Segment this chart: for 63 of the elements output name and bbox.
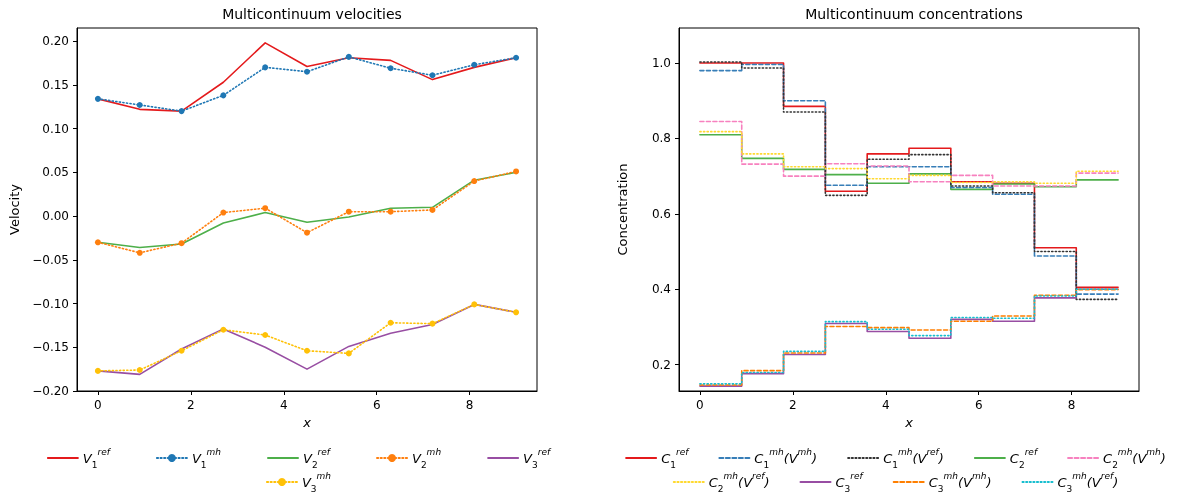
point xyxy=(94,95,101,102)
point xyxy=(387,319,394,326)
y-tick-label: 0.20 xyxy=(42,34,69,49)
point xyxy=(94,239,101,246)
y-tick-label: 0.2 xyxy=(651,357,671,372)
point xyxy=(387,65,394,72)
x-tick-label: 0 xyxy=(94,398,102,412)
y-tick-label: 0.6 xyxy=(651,206,671,221)
y-tick-label: −0.10 xyxy=(32,296,69,311)
point xyxy=(345,208,352,215)
point xyxy=(178,108,185,115)
x-tick-label: 6 xyxy=(372,398,381,412)
x-tick-label: 6 xyxy=(974,398,983,412)
x-axis-title: x xyxy=(904,415,914,430)
chart-title: Multicontinuum concentrations xyxy=(805,6,1023,22)
x-tick-label: 2 xyxy=(789,398,797,412)
point xyxy=(136,367,143,374)
chart-title: Multicontinuum velocities xyxy=(222,6,402,22)
point xyxy=(220,209,227,216)
y-tick-label: 0.00 xyxy=(42,209,69,224)
y-tick-label: −0.05 xyxy=(32,252,69,267)
x-tick-label: 0 xyxy=(696,398,704,412)
point xyxy=(471,61,478,68)
point xyxy=(304,347,310,354)
y-axis-title: Velocity xyxy=(7,183,23,235)
point xyxy=(471,178,478,185)
point xyxy=(387,208,394,215)
point xyxy=(262,64,269,71)
point xyxy=(178,240,185,247)
point xyxy=(304,68,310,75)
y-tick-label: −0.15 xyxy=(32,340,69,355)
point xyxy=(429,206,436,213)
y-tick-label: 0.4 xyxy=(651,282,671,297)
point xyxy=(94,367,101,374)
point xyxy=(262,332,269,339)
x-tick-label: 8 xyxy=(1067,398,1076,412)
y-tick-label: 0.10 xyxy=(42,121,69,136)
point xyxy=(136,101,143,108)
point xyxy=(345,350,352,357)
point xyxy=(136,249,143,256)
point xyxy=(304,229,310,236)
point xyxy=(220,92,227,99)
y-tick-label: −0.20 xyxy=(32,384,69,398)
point xyxy=(220,326,227,333)
x-tick-label: 2 xyxy=(187,398,195,412)
y-tick-label: 0.15 xyxy=(42,77,69,92)
point xyxy=(513,309,520,316)
x-tick-label: 4 xyxy=(279,398,288,412)
y-tick-label: 1.0 xyxy=(651,56,671,71)
point xyxy=(513,54,520,61)
point xyxy=(178,347,185,354)
y-tick-label: 0.05 xyxy=(42,165,69,180)
y-tick-label: 0.8 xyxy=(651,131,671,146)
point xyxy=(471,301,478,308)
point xyxy=(262,205,269,212)
point xyxy=(429,72,436,79)
x-tick-label: 4 xyxy=(881,398,890,412)
x-axis-title: x xyxy=(302,415,312,430)
point xyxy=(513,168,520,175)
point xyxy=(429,320,436,327)
point xyxy=(345,53,352,60)
y-axis-title: Concentration xyxy=(615,163,630,256)
x-tick-label: 8 xyxy=(465,398,474,412)
